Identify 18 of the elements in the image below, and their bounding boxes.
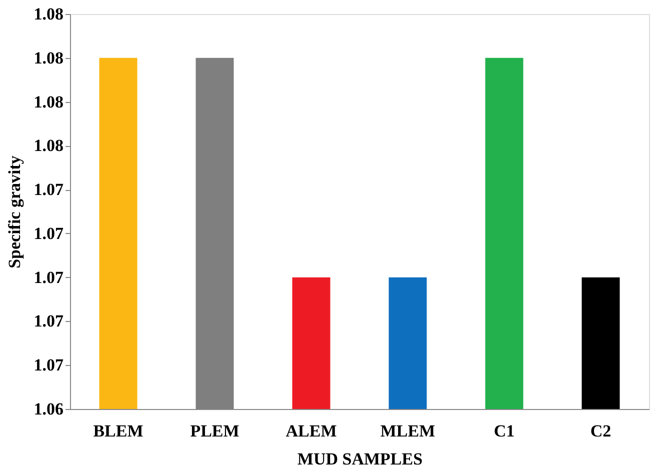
y-tick-label: 1.07 <box>34 268 64 287</box>
y-tick-label: 1.08 <box>34 92 64 112</box>
x-axis-title: MUD SAMPLES <box>297 450 423 468</box>
x-tick-label: C2 <box>590 422 612 440</box>
y-tick-label: 1.07 <box>34 224 64 243</box>
y-tick-label: 1.07 <box>34 312 64 331</box>
y-tick-label: 1.06 <box>34 400 64 418</box>
x-tick-label: C1 <box>494 422 515 440</box>
x-tick-label: ALEM <box>286 422 337 440</box>
y-tick-label: 1.07 <box>34 180 64 200</box>
y-tick-label: 1.08 <box>34 4 64 24</box>
x-tick-label: BLEM <box>93 422 144 440</box>
y-tick-label: 1.07 <box>34 356 64 375</box>
y-axis-title: Specific gravity <box>4 155 24 268</box>
x-tick-label: MLEM <box>380 422 436 440</box>
x-tick-label: PLEM <box>190 422 240 440</box>
y-tick-label: 1.08 <box>34 48 64 68</box>
y-tick-label: 1.08 <box>34 136 64 156</box>
